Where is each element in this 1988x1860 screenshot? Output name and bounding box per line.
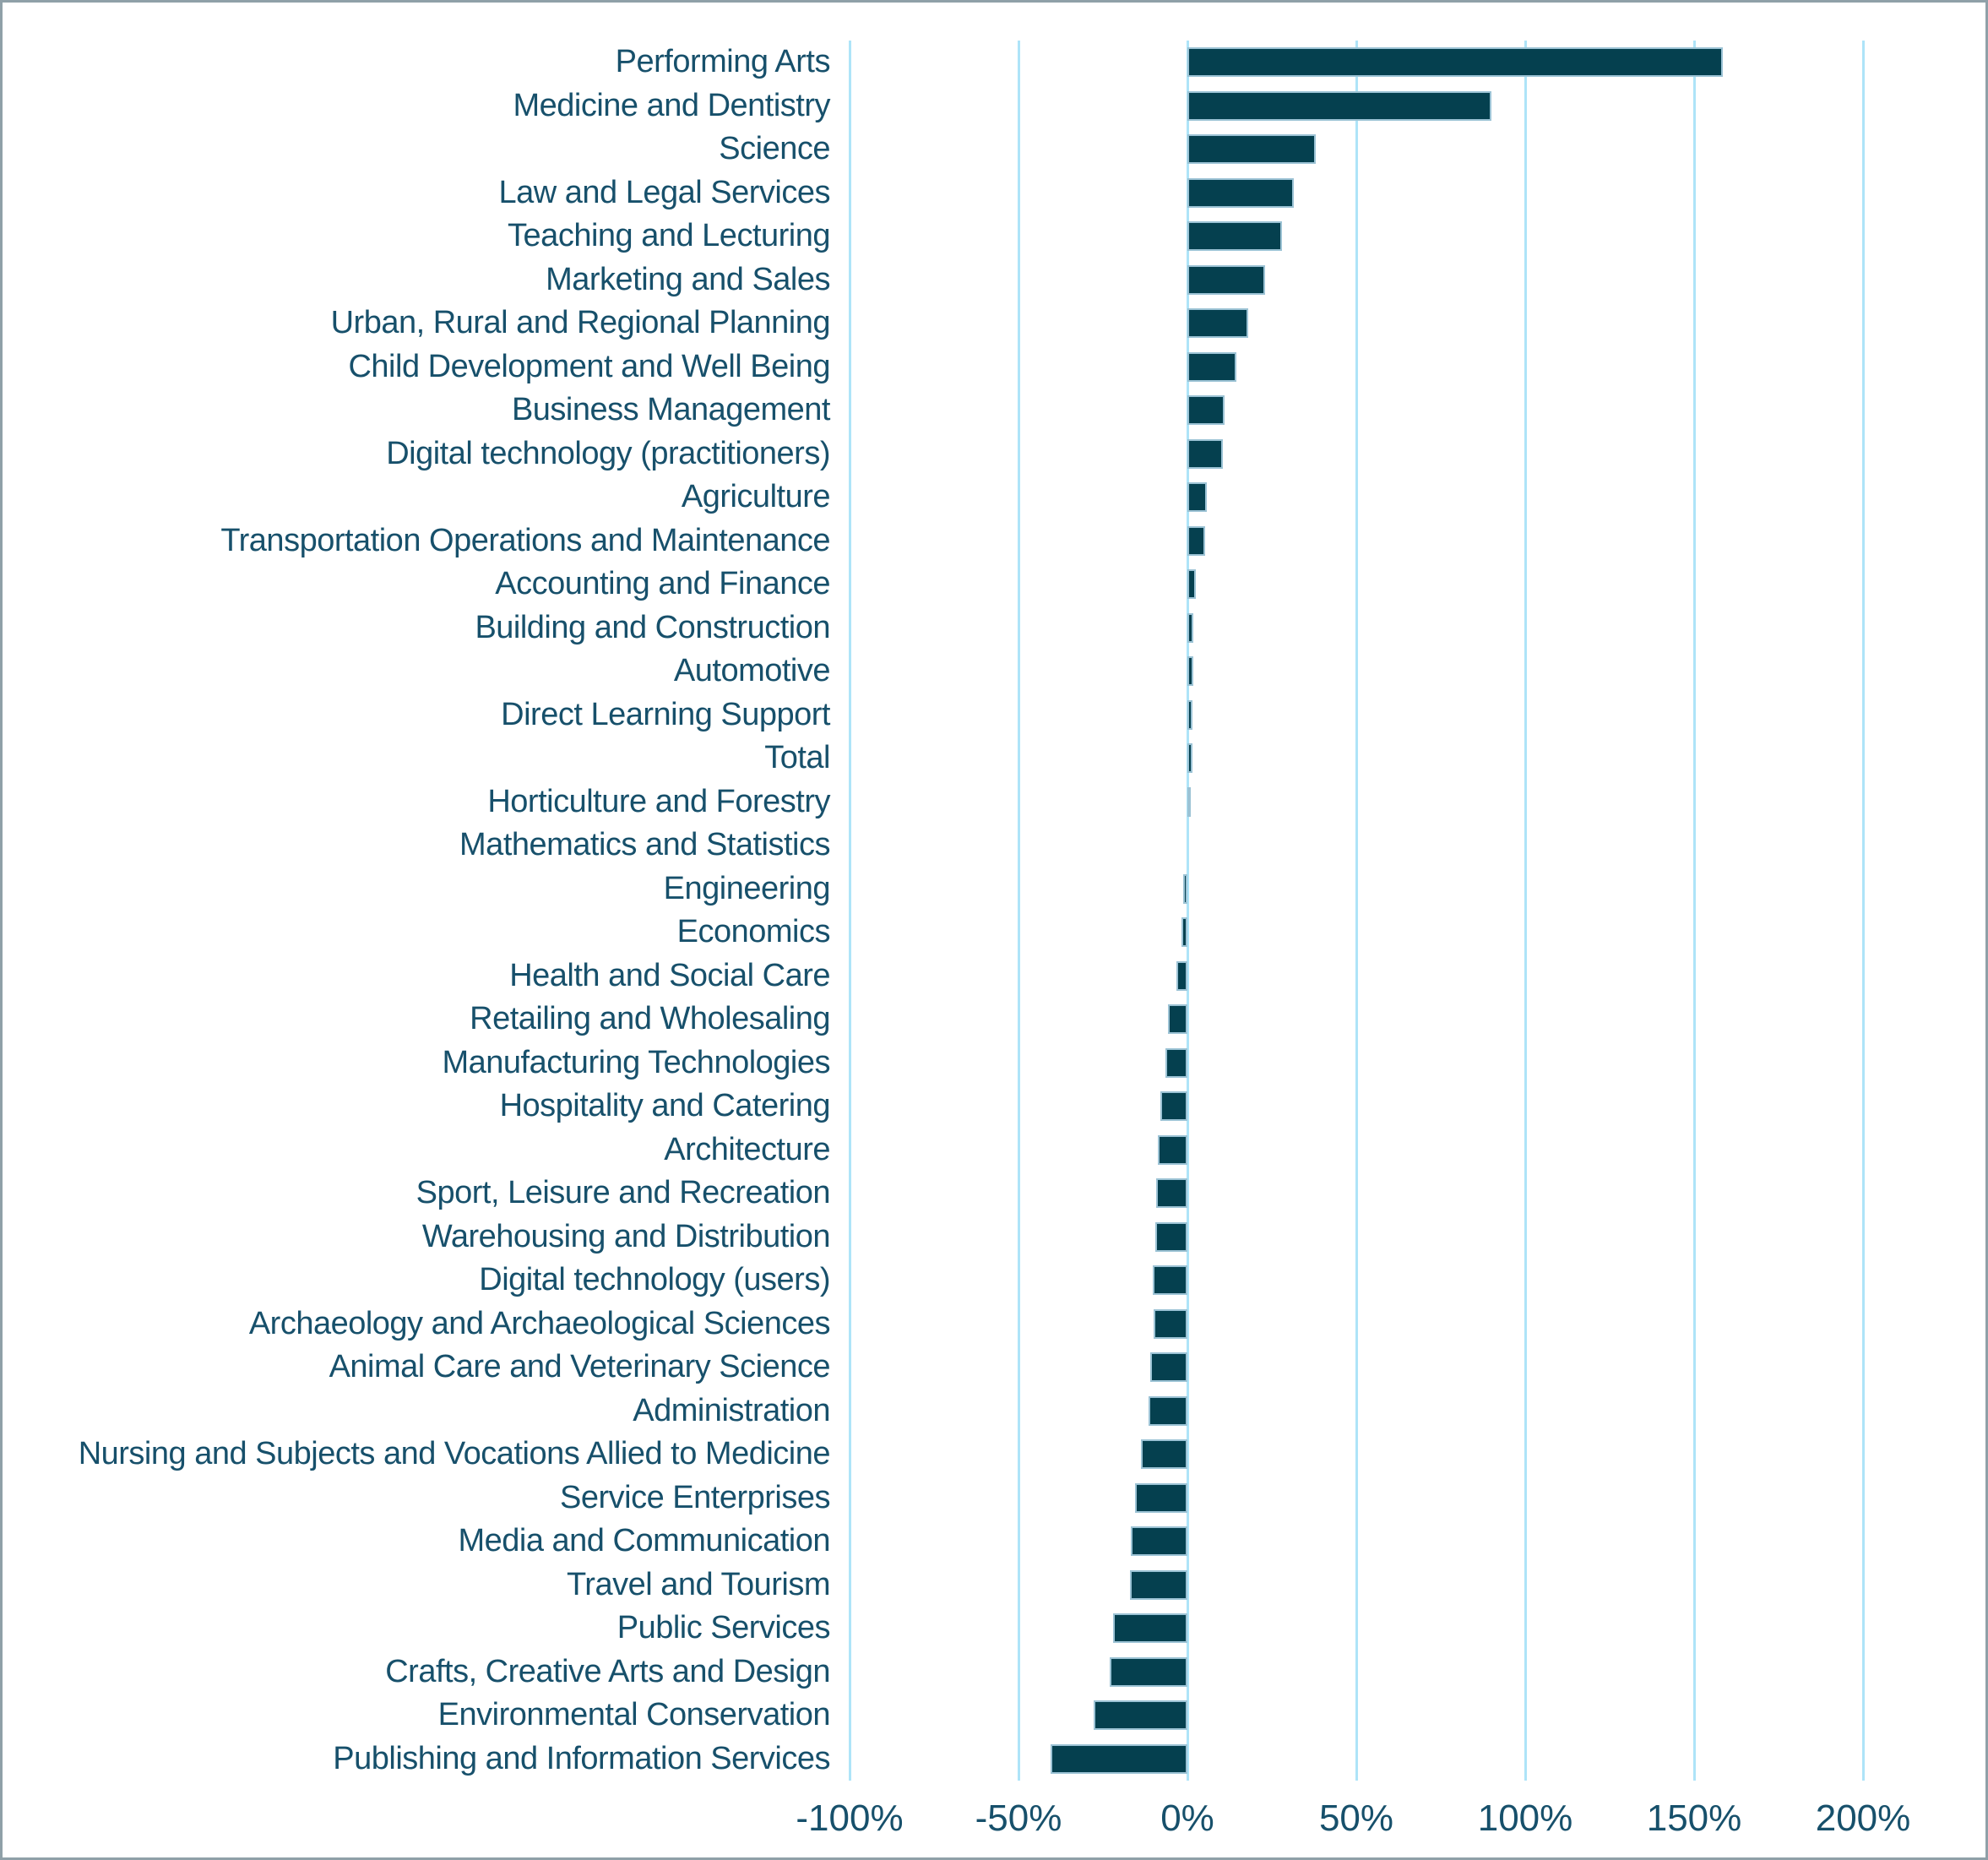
bar [1110,1656,1187,1687]
category-label: Media and Communication [458,1523,830,1559]
bar [1051,1743,1187,1774]
category-label: Science [719,131,830,167]
category-label: Building and Construction [475,609,830,645]
category-label: Publishing and Information Services [333,1740,830,1776]
category-label: Economics [676,914,831,950]
bar [1181,917,1187,948]
category-label: Health and Social Care [509,957,830,993]
bar [1187,786,1191,817]
bar [1187,308,1248,339]
bar [1187,525,1206,556]
bar [1154,1308,1187,1339]
x-tick-label: -100% [796,1797,904,1839]
bar [1149,1395,1187,1426]
bar [1187,743,1192,774]
bar [1187,612,1193,643]
bar [1187,90,1491,121]
gridline [848,41,851,1781]
category-label: Teaching and Lecturing [508,218,830,254]
category-label: Business Management [511,392,831,428]
bar [1187,569,1196,600]
bar [1150,1352,1187,1383]
category-label: Law and Legal Services [498,174,831,210]
category-label: Warehousing and Distribution [421,1218,831,1254]
bar [1154,1221,1187,1252]
category-label: Agriculture [681,479,831,515]
bar [1130,1569,1187,1600]
category-label: Digital technology (practitioners) [386,435,830,471]
category-label: Retailing and Wholesaling [470,1001,830,1037]
x-tick-label: 150% [1646,1797,1742,1839]
category-label: Nursing and Subjects and Vocations Allie… [78,1436,831,1472]
category-label: Automotive [673,653,831,689]
bar [1153,1265,1187,1296]
bar [1176,960,1187,991]
x-tick-label: 100% [1477,1797,1573,1839]
category-label: Sport, Leisure and Recreation [416,1175,831,1211]
bar [1093,1700,1187,1731]
category-label: Crafts, Creative Arts and Design [385,1653,830,1689]
bar [1168,1004,1187,1035]
bar [1187,134,1316,165]
category-label: Environmental Conservation [437,1697,831,1733]
bar [1160,1091,1187,1122]
category-label: Animal Care and Veterinary Science [329,1349,831,1385]
bar [1187,47,1723,78]
x-tick-label: 0% [1160,1797,1214,1839]
category-label: Transportation Operations and Maintenanc… [220,522,830,558]
category-label: Hospitality and Catering [499,1088,831,1124]
bar [1187,177,1294,208]
category-label: Engineering [663,870,831,906]
category-label: Direct Learning Support [501,696,830,732]
category-label: Marketing and Sales [546,261,830,297]
bar [1187,482,1208,513]
category-label: Service Enterprises [560,1479,830,1515]
bar [1113,1613,1187,1644]
gridline [1524,41,1527,1781]
gridline [1692,41,1696,1781]
bar [1140,1439,1187,1470]
gridline [1017,41,1020,1781]
category-label: Administration [633,1392,830,1428]
bar [1187,699,1192,730]
x-tick-label: -50% [975,1797,1062,1839]
category-label: Travel and Tourism [566,1566,831,1602]
bar [1131,1526,1187,1557]
category-label: Accounting and Finance [495,566,830,602]
bar [1187,351,1236,382]
bar [1187,221,1282,252]
bar [1187,395,1225,426]
category-label: Total [764,740,830,776]
category-label: Child Development and Well Being [348,348,830,384]
category-label: Archaeology and Archaeological Sciences [248,1305,831,1341]
category-label: Mathematics and Statistics [459,827,830,863]
gridline [1861,41,1865,1781]
category-label: Medicine and Dentistry [513,87,830,123]
bar [1187,264,1265,295]
category-label: Horticulture and Forestry [487,783,830,819]
bar [1157,1134,1187,1165]
category-label: Architecture [664,1131,830,1167]
category-label: Digital technology (users) [479,1262,830,1298]
bar [1187,438,1223,469]
x-tick-label: 200% [1815,1797,1911,1839]
bar [1135,1482,1187,1513]
gridline [1355,41,1358,1781]
bar [1187,656,1194,687]
category-label: Public Services [616,1610,831,1646]
x-tick-label: 50% [1318,1797,1394,1839]
bar [1165,1047,1187,1078]
bar [1183,873,1187,904]
category-label: Urban, Rural and Regional Planning [330,305,831,341]
category-label: Performing Arts [615,44,831,80]
bar [1155,1178,1187,1209]
category-label: Manufacturing Technologies [442,1044,831,1080]
gridline [1186,41,1189,1781]
